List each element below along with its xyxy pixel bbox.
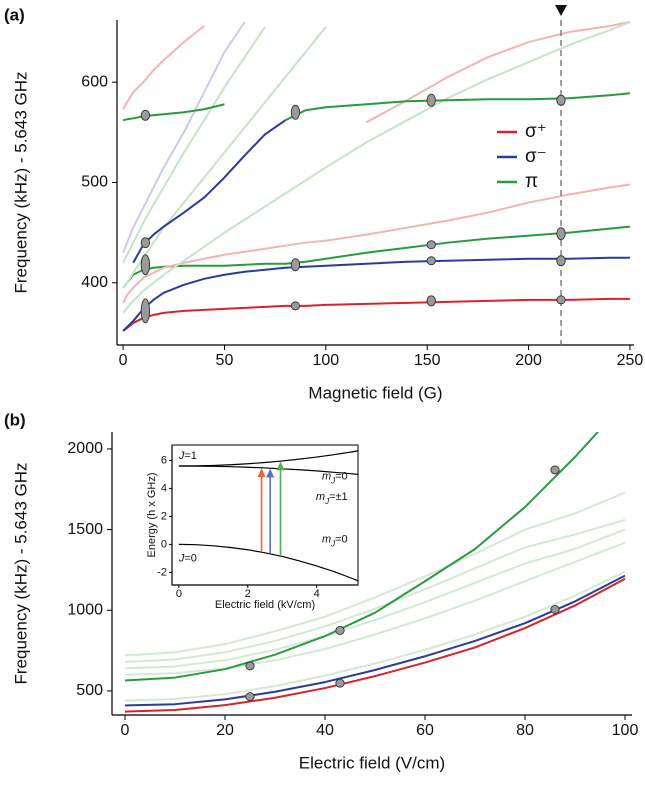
y-tick-label: 2 [161,510,167,522]
curve [124,570,626,702]
y-tick-label: 4 [161,482,167,494]
y-tick-label: 6 [161,454,167,466]
curve [178,543,358,582]
data-point [556,227,566,241]
curve [122,103,225,122]
y-tick-label: -2 [157,566,167,578]
curve [124,577,626,713]
curve [122,183,631,304]
legend-label: σ⁻ [525,146,547,167]
legend-label: π [525,171,538,192]
data-point [245,661,255,671]
level-label: mJ=0 [322,533,348,548]
x-tick-label: 20 [216,722,234,739]
curve [365,21,631,124]
data-point [140,237,151,249]
curve [122,21,246,254]
level-label: J=0 [178,552,197,564]
panel-label: (b) [4,410,26,429]
x-axis-label: Magnetic field (G) [308,383,442,402]
curve [124,491,626,657]
x-tick-label: 250 [617,352,644,369]
curve [122,25,205,110]
data-point [335,678,345,688]
curve [178,450,358,467]
curve [284,92,631,122]
arrow-head [257,468,266,478]
data-point [245,692,255,702]
curve [124,528,626,670]
curve [122,21,631,314]
x-axis-label: Electric field (V/cm) [299,753,445,772]
level-label: mJ=±1 [316,491,348,506]
data-point [550,465,560,475]
curve [124,432,600,682]
data-point [140,109,151,121]
level-label: mJ=0 [322,470,348,485]
y-tick-label: 0 [161,538,167,550]
curve [124,541,626,676]
y-tick-label: 400 [81,274,108,291]
curve [124,574,626,707]
x-tick-label: 80 [516,722,534,739]
curve [124,518,626,663]
data-point [426,295,436,307]
arrow-head [266,468,275,478]
y-axis-label: Frequency (kHz) - 5.643 GHz [11,462,30,684]
y-tick-label: 500 [76,682,103,699]
curve [122,26,327,289]
data-point [290,104,301,120]
data-point [426,93,436,107]
x-tick-label: 100 [312,352,339,369]
x-tick-label: 4 [314,588,320,600]
y-axis-label: Energy (h x GHz) [146,473,158,558]
y-tick-label: 1500 [67,521,103,538]
curve [122,26,266,264]
x-tick-label: 40 [316,722,334,739]
arrow-head [276,461,285,471]
x-tick-label: 60 [416,722,434,739]
guide-triangle [555,5,568,16]
x-tick-label: 200 [515,352,542,369]
x-axis-label: Electric field (kV/cm) [215,599,315,611]
data-point [290,258,301,272]
curves [124,432,626,713]
data-point [556,255,566,267]
y-tick-label: 500 [81,174,108,191]
data-point [140,298,151,324]
data-point [140,254,151,276]
legend-label: σ⁺ [525,121,547,142]
data-point [335,626,345,635]
data-point [426,240,436,250]
y-axis-label: Frequency (kHz) - 5.643 GHz [11,71,30,293]
x-tick-label: 2 [245,588,251,600]
y-tick-label: 2000 [67,440,103,457]
data-point [556,295,566,305]
x-tick-label: 0 [121,722,130,739]
x-tick-label: 100 [612,722,639,739]
data-point [290,301,301,311]
y-tick-label: 1000 [67,602,103,619]
curve [178,465,358,475]
x-tick-label: 0 [176,588,182,600]
data-point [556,94,566,106]
data-point [550,605,560,614]
x-tick-label: 0 [119,352,128,369]
x-tick-label: 150 [414,352,441,369]
curves [178,450,358,582]
data-point [426,256,436,266]
level-label: J=1 [178,450,197,462]
y-tick-label: 600 [81,73,108,90]
panel-label: (a) [4,5,25,24]
x-tick-label: 50 [216,352,234,369]
